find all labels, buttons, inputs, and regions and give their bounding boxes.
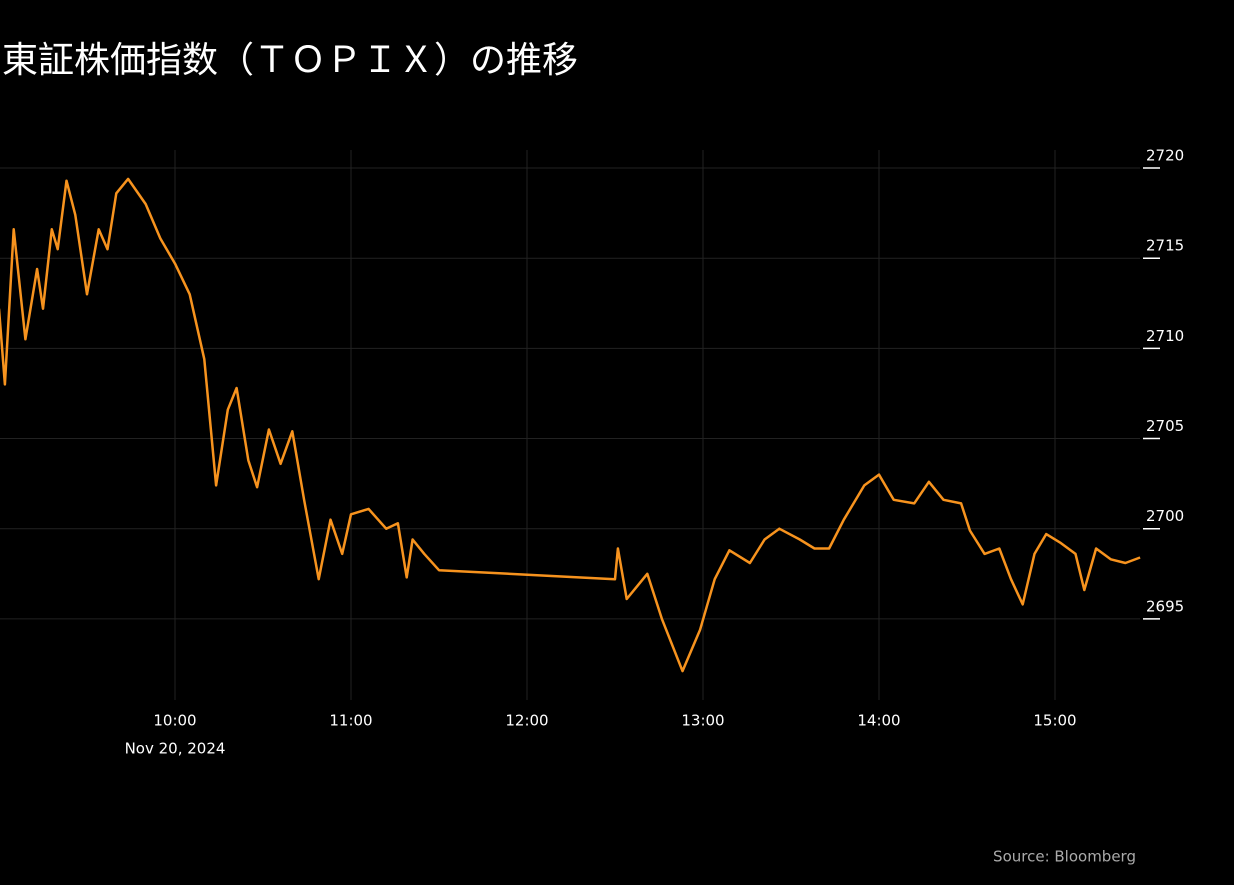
x-tick-label: 14:00 bbox=[857, 712, 900, 730]
source: Source: Bloomberg bbox=[993, 848, 1136, 866]
x-tick-label: 11:00 bbox=[329, 712, 372, 730]
y-tick-label: 2695 bbox=[1146, 597, 1184, 615]
y-tick-label: 2700 bbox=[1146, 507, 1184, 525]
line-series bbox=[0, 177, 1141, 673]
x-tick-label: 15:00 bbox=[1033, 712, 1076, 730]
x-tick-label: 13:00 bbox=[681, 712, 724, 730]
x-date-label: Nov 20, 2024 bbox=[125, 740, 226, 758]
y-tick-label: 2715 bbox=[1146, 237, 1184, 255]
chart-title: 東証株価指数（ＴＯＰＩＸ）の推移 bbox=[2, 40, 578, 81]
y-tick-label: 2710 bbox=[1146, 327, 1184, 345]
x-tick-label: 12:00 bbox=[505, 712, 548, 730]
y-tick-label: 2720 bbox=[1146, 147, 1184, 165]
x-tick-label: 10:00 bbox=[153, 712, 196, 730]
y-tick-label: 2705 bbox=[1146, 417, 1184, 435]
